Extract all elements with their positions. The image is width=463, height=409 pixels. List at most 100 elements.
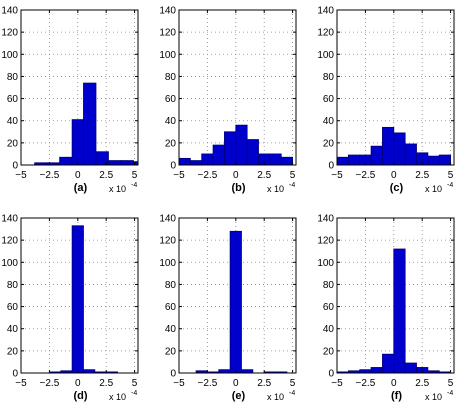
y-tick-label: 0 (12, 161, 18, 172)
y-tick-label: 80 (7, 72, 19, 83)
y-tick-label: 100 (159, 50, 176, 61)
y-tick-label: 20 (323, 346, 335, 357)
histogram-bar (120, 160, 134, 166)
y-tick-label: 80 (165, 280, 177, 291)
x-tick-label: −2.5 (356, 170, 376, 181)
y-tick-label: 100 (1, 258, 18, 269)
y-tick-label: 120 (317, 236, 334, 247)
plot-frame (178, 9, 297, 166)
axis-multiplier-exponent: -4 (447, 182, 453, 189)
histogram-bar (229, 230, 242, 374)
plot-frame (336, 217, 455, 374)
histogram-bar (235, 124, 248, 166)
x-tick-label: 0 (391, 170, 397, 181)
histogram-bar (404, 143, 417, 166)
y-tick-label: 20 (7, 138, 19, 149)
panel-label: (a) (74, 182, 88, 194)
y-tick-label: 40 (7, 324, 19, 335)
histogram-bar (347, 154, 361, 166)
y-tick-label: 100 (159, 258, 176, 269)
histogram-bar (178, 157, 191, 166)
y-tick-label: 60 (165, 302, 177, 313)
y-tick-label: 40 (323, 324, 335, 335)
axis-multiplier: x 10 (425, 392, 442, 402)
x-tick-label: 2.5 (257, 378, 271, 389)
y-tick-label: 80 (323, 72, 335, 83)
y-tick-label: 140 (159, 6, 176, 17)
histogram-panel-3: −5 −2.5 0 2.5 5 0 20 40 60 80 100 120 140 (c) x 10 -4 (317, 6, 455, 194)
x-tick-label: 5 (290, 378, 296, 389)
axis-multiplier: x 10 (425, 184, 442, 194)
x-tick-label: 2.5 (99, 378, 113, 389)
panel-label: (d) (73, 390, 87, 402)
histogram-bar (224, 131, 237, 166)
panel-label: (e) (232, 390, 246, 402)
x-tick-label: 0 (75, 378, 81, 389)
histogram-panel-2: −5 −2.5 0 2.5 5 0 20 40 60 80 100 120 140 (b) x 10 -4 (159, 6, 297, 194)
histogram-bar (382, 353, 395, 374)
x-tick-label: 0 (233, 378, 239, 389)
x-tick-label: 0 (391, 378, 397, 389)
y-tick-label: 140 (1, 214, 18, 225)
x-tick-label: −2.5 (40, 378, 60, 389)
y-tick-label: 120 (1, 28, 18, 39)
y-tick-label: 20 (323, 138, 335, 149)
x-tick-label: 2.5 (415, 170, 429, 181)
x-tick-label: 5 (448, 378, 454, 389)
histogram-bar (393, 248, 406, 374)
x-tick-label: −2.5 (198, 378, 218, 389)
x-tick-label: −5 (15, 170, 27, 181)
histogram-bar (280, 156, 293, 166)
y-tick-label: 80 (7, 280, 19, 291)
plot-frame (20, 9, 139, 166)
axis-multiplier: x 10 (267, 184, 284, 194)
histogram-bar (83, 82, 97, 166)
panel-label: (b) (231, 182, 245, 194)
axis-multiplier: x 10 (109, 184, 126, 194)
y-tick-label: 0 (12, 369, 18, 380)
x-tick-label: −5 (331, 378, 343, 389)
histogram-panel-4: −5 −2.5 0 2.5 5 0 20 40 60 80 100 120 140 (d) x 10 -4 (1, 214, 139, 402)
y-tick-label: 140 (317, 6, 334, 17)
axis-multiplier-exponent: -4 (131, 182, 137, 189)
histogram-bar (370, 145, 383, 166)
x-tick-label: 0 (233, 170, 239, 181)
histogram-bar (212, 144, 225, 166)
y-tick-label: 60 (165, 94, 177, 105)
x-tick-label: −5 (173, 378, 185, 389)
x-tick-label: 0 (75, 170, 81, 181)
histogram-bar (71, 119, 84, 166)
x-tick-label: 2.5 (99, 170, 113, 181)
axis-multiplier-exponent: -4 (289, 390, 295, 397)
y-tick-label: 100 (317, 258, 334, 269)
y-tick-label: 0 (170, 161, 176, 172)
axis-multiplier-exponent: -4 (131, 390, 137, 397)
y-tick-label: 40 (7, 116, 19, 127)
histogram-bar (59, 156, 73, 166)
panel-label: (f) (391, 390, 402, 402)
y-tick-label: 40 (165, 324, 177, 335)
plot-frame (178, 217, 297, 374)
histogram-bar (404, 362, 417, 374)
histogram-bar (246, 139, 259, 166)
histogram-bar (382, 126, 395, 166)
histogram-panel-6: −5 −2.5 0 2.5 5 0 20 40 60 80 100 120 140 (f) x 10 -4 (317, 214, 455, 402)
histogram-bar (108, 160, 122, 166)
y-tick-label: 80 (323, 280, 335, 291)
y-tick-label: 0 (328, 161, 334, 172)
histogram-bar (427, 155, 440, 166)
y-tick-label: 100 (317, 50, 334, 61)
y-tick-label: 20 (165, 346, 177, 357)
axis-multiplier-exponent: -4 (447, 390, 453, 397)
x-tick-label: −5 (15, 378, 27, 389)
y-tick-label: 20 (7, 346, 19, 357)
y-tick-label: 60 (7, 302, 19, 313)
x-tick-label: 5 (132, 170, 138, 181)
y-tick-label: 60 (323, 302, 335, 313)
panel-label: (c) (390, 182, 404, 194)
histogram-panel-1: −5 −2.5 0 2.5 5 0 20 40 60 80 100 120 140 (a) x 10 -4 (1, 6, 139, 194)
y-tick-label: 120 (317, 28, 334, 39)
y-tick-label: 40 (165, 116, 177, 127)
histogram-bar (71, 225, 84, 374)
